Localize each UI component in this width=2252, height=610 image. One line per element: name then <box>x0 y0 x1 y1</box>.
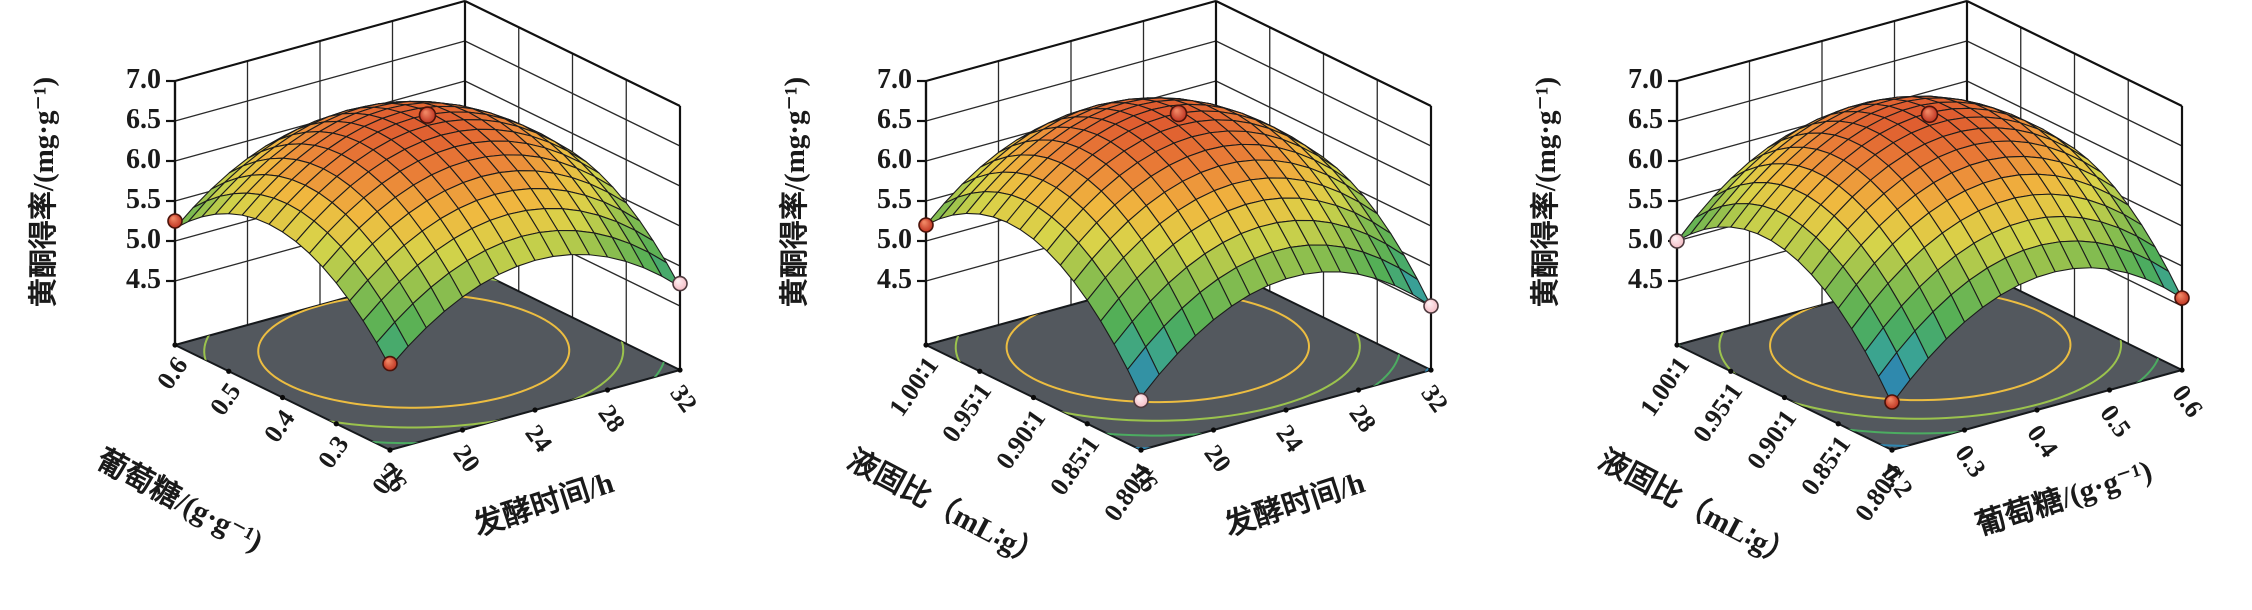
z-tick-label: 4.5 <box>126 264 161 295</box>
surface-plot-canvas-3 <box>1502 0 2252 610</box>
z-tick-label: 4.5 <box>1628 264 1663 295</box>
z-tick-label: 6.5 <box>1628 104 1663 135</box>
z-tick-label: 5.0 <box>877 224 912 255</box>
z-tick-label: 5.0 <box>126 224 161 255</box>
surface-panel-1: 黄酮得率/(mg·g⁻¹) 葡萄糖/(g·g⁻¹) 发酵时间/h 4.5 5.0 5… <box>0 0 750 610</box>
surface-plot-canvas-1 <box>0 0 750 610</box>
surface-panel-2: 黄酮得率/(mg·g⁻¹) 液固比（mL∶g） 发酵时间/h 4.5 5.0 5.5… <box>751 0 1501 610</box>
z-tick-label: 5.5 <box>877 184 912 215</box>
z-tick-label: 7.0 <box>877 64 912 95</box>
z-axis-title: 黄酮得率/(mg·g⁻¹) <box>778 76 811 308</box>
z-axis-title: 黄酮得率/(mg·g⁻¹) <box>27 76 60 308</box>
z-tick-label: 6.0 <box>1628 144 1663 175</box>
z-axis-title: 黄酮得率/(mg·g⁻¹) <box>1529 76 1562 308</box>
z-tick-label: 4.5 <box>877 264 912 295</box>
surface-panel-3: 黄酮得率/(mg·g⁻¹) 液固比（mL∶g） 葡萄糖/(g·g⁻¹) 4.5 5… <box>1502 0 2252 610</box>
z-tick-label: 6.5 <box>126 104 161 135</box>
z-tick-label: 5.5 <box>1628 184 1663 215</box>
z-tick-label: 7.0 <box>1628 64 1663 95</box>
z-tick-label: 6.0 <box>126 144 161 175</box>
surface-plot-canvas-2 <box>751 0 1501 610</box>
z-tick-label: 5.0 <box>1628 224 1663 255</box>
z-tick-label: 5.5 <box>126 184 161 215</box>
z-tick-label: 7.0 <box>126 64 161 95</box>
z-tick-label: 6.0 <box>877 144 912 175</box>
z-tick-label: 6.5 <box>877 104 912 135</box>
